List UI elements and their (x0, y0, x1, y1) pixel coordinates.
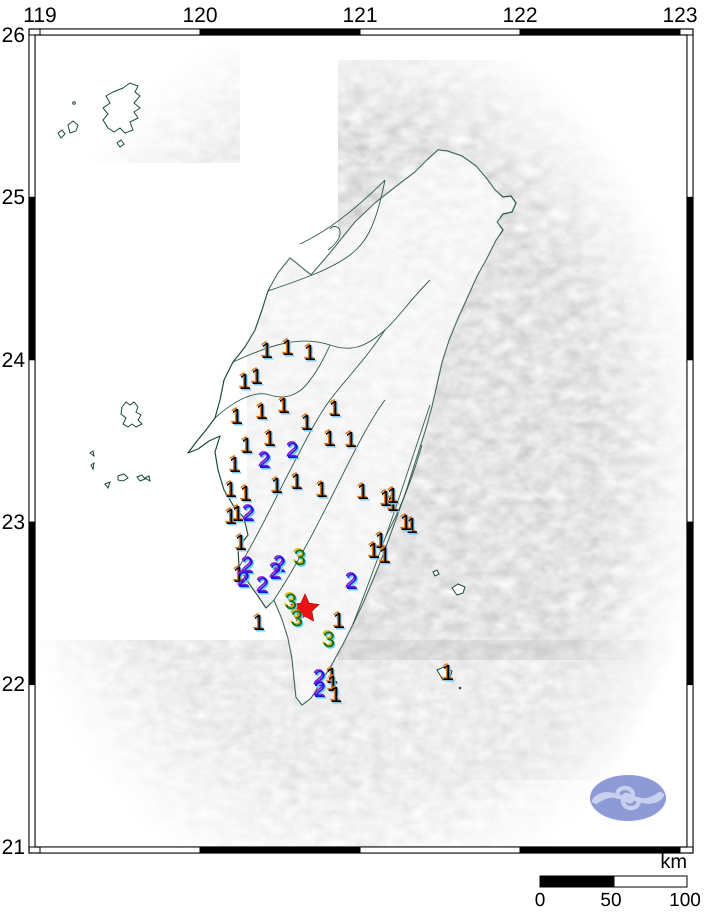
svg-text:km: km (660, 851, 687, 873)
svg-text:119: 119 (23, 4, 56, 27)
svg-text:50: 50 (600, 890, 621, 911)
svg-text:0: 0 (535, 890, 546, 911)
svg-text:23: 23 (2, 511, 25, 534)
svg-text:25: 25 (2, 186, 25, 209)
svg-text:21: 21 (2, 836, 25, 859)
svg-text:22: 22 (2, 673, 25, 696)
svg-text:123: 123 (662, 4, 697, 27)
svg-text:122: 122 (502, 4, 537, 27)
svg-text:26: 26 (2, 24, 25, 47)
svg-text:120: 120 (182, 4, 217, 27)
svg-text:121: 121 (342, 4, 377, 27)
svg-text:100: 100 (669, 890, 701, 911)
svg-text:24: 24 (2, 349, 26, 372)
